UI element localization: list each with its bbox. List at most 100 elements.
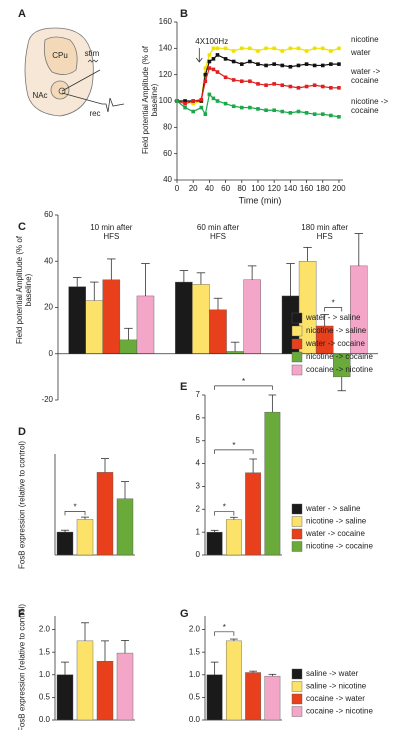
x-tick-label: 120 — [267, 184, 281, 193]
y-tick-label: 100 — [159, 96, 173, 105]
data-point — [191, 109, 195, 114]
data-point — [183, 101, 187, 106]
data-point — [320, 63, 325, 68]
data-point — [272, 62, 276, 66]
panel-label: F — [18, 608, 25, 620]
bar — [175, 281, 193, 354]
bar — [225, 519, 242, 556]
data-point — [199, 97, 204, 102]
bar — [116, 498, 134, 556]
bar — [245, 472, 262, 556]
legend-label: cocaine -> water — [306, 694, 365, 703]
data-point — [231, 49, 236, 53]
rec-label: rec — [89, 109, 100, 118]
data-point — [320, 112, 325, 116]
y-tick-label: 0 — [196, 550, 201, 559]
y-tick-label: 0.0 — [39, 715, 51, 724]
y-tick-label: 60 — [163, 149, 172, 158]
data-point — [264, 46, 268, 51]
y-axis-label: Field potential Amplitude (% of baseline… — [15, 235, 33, 345]
data-point — [223, 101, 228, 106]
legend-label: nicotine -> saline — [306, 326, 367, 335]
bar — [243, 279, 261, 354]
data-point — [264, 63, 268, 68]
panel-label: G — [180, 608, 189, 620]
bar — [264, 675, 281, 721]
data-point — [215, 70, 220, 74]
data-point — [211, 67, 216, 72]
legend-label: water — [351, 48, 371, 57]
data-point — [272, 108, 276, 113]
significance-label: * — [242, 377, 245, 386]
significance-bracket — [64, 511, 86, 516]
data-point — [231, 104, 236, 109]
bar — [245, 672, 262, 721]
data-point — [304, 49, 309, 53]
y-tick-label: 80 — [163, 122, 172, 131]
rec-trace — [102, 97, 125, 113]
legend-swatch — [291, 312, 303, 324]
data-point — [239, 79, 244, 84]
legend-label: water -> cocaine — [351, 67, 381, 85]
legend-swatch — [291, 528, 303, 540]
group-label: 180 min after HFS — [301, 223, 348, 241]
significance-bracket — [214, 631, 235, 636]
x-axis-label: Time (min) — [239, 195, 282, 205]
y-tick-label: 6 — [196, 413, 201, 422]
legend-swatch — [291, 681, 303, 692]
significance-label: * — [332, 299, 335, 308]
data-point — [288, 46, 293, 51]
legend-swatch — [291, 693, 303, 705]
x-tick-label: 40 — [205, 184, 214, 193]
legend-swatch — [291, 364, 303, 376]
data-point — [215, 53, 220, 57]
data-point — [211, 96, 216, 101]
y-tick-label: 2.0 — [39, 625, 51, 634]
data-point — [203, 112, 208, 116]
data-point — [304, 62, 309, 66]
data-point — [203, 79, 208, 84]
legend-label: nicotine -> cocaine — [306, 352, 373, 361]
y-tick-label: 1 — [196, 527, 201, 536]
bar — [136, 295, 155, 354]
bar — [56, 531, 74, 556]
data-point — [215, 99, 220, 103]
legend-swatch — [291, 706, 303, 717]
y-tick-label: 40 — [163, 175, 172, 184]
data-point — [215, 46, 220, 51]
data-point — [312, 83, 317, 87]
x-tick-label: 20 — [189, 184, 198, 193]
legend-swatch — [291, 351, 303, 363]
data-point — [239, 105, 244, 110]
data-point — [256, 62, 260, 66]
data-point — [248, 105, 252, 110]
bar — [96, 661, 114, 721]
legend-label: cocaine -> nicotine — [306, 707, 373, 716]
data-point — [337, 115, 341, 119]
significance-label: * — [223, 503, 226, 512]
data-point — [320, 46, 325, 51]
y-tick-label: 60 — [44, 210, 53, 219]
data-point — [199, 105, 204, 110]
data-point — [288, 84, 293, 89]
x-tick-label: 0 — [175, 184, 180, 193]
legend-swatch — [291, 503, 303, 515]
series-line — [177, 54, 339, 102]
panel-label: D — [18, 426, 26, 438]
x-tick-label: 180 — [316, 184, 330, 193]
data-point — [239, 62, 244, 66]
bar — [56, 674, 74, 721]
bar — [76, 519, 94, 556]
stim-label: stim — [85, 49, 100, 58]
legend-label: saline -> water — [306, 669, 359, 678]
y-tick-label: 7 — [196, 390, 201, 399]
annotation: 4X100Hz — [195, 37, 228, 46]
data-point — [203, 66, 208, 70]
data-point — [288, 64, 293, 69]
data-point — [203, 72, 208, 77]
x-tick-label: 200 — [332, 184, 346, 193]
significance-label: * — [73, 502, 76, 511]
x-tick-label: 140 — [284, 184, 298, 193]
data-point — [207, 66, 212, 70]
